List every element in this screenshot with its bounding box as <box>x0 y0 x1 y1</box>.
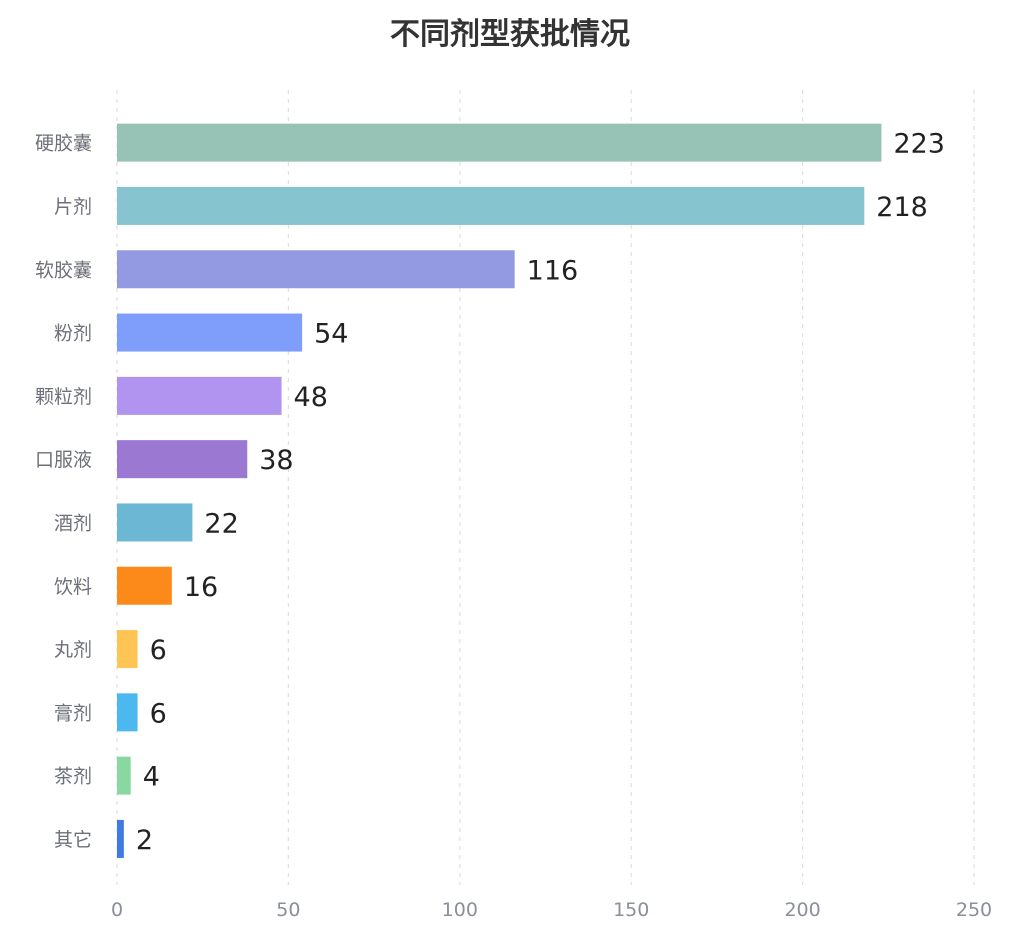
chart-title: 不同剂型获批情况 <box>390 17 630 52</box>
bar-3[interactable] <box>117 313 303 352</box>
category-label: 膏剂 <box>54 701 92 724</box>
data-label: 116 <box>527 255 579 286</box>
x-tick-label: 50 <box>276 899 300 921</box>
x-tick-label: 200 <box>784 899 820 921</box>
grid <box>116 90 975 885</box>
data-label: 16 <box>184 572 218 603</box>
x-tick-label: 150 <box>613 899 649 921</box>
category-label: 口服液 <box>35 449 92 471</box>
data-label: 223 <box>893 129 945 160</box>
data-label: 2 <box>136 825 153 856</box>
x-tick-label: 100 <box>442 899 478 921</box>
data-label: 4 <box>143 762 160 793</box>
data-label: 218 <box>876 192 928 223</box>
bar-11[interactable] <box>117 819 124 858</box>
bar-5[interactable] <box>117 440 248 479</box>
x-tick-label: 0 <box>111 899 123 921</box>
bar-9[interactable] <box>117 693 138 732</box>
bars <box>117 123 882 858</box>
bar-1[interactable] <box>117 186 865 225</box>
data-label: 38 <box>259 445 293 476</box>
data-label: 22 <box>204 508 238 539</box>
category-label: 粉剂 <box>54 323 92 345</box>
category-label: 酒剂 <box>54 512 92 534</box>
bar-0[interactable] <box>117 123 882 162</box>
data-label: 6 <box>150 698 167 729</box>
bar-8[interactable] <box>117 630 138 669</box>
data-labels: 223 218 116 54 48 38 22 16 6 6 4 2 <box>136 129 945 856</box>
category-label: 颗粒剂 <box>35 386 92 408</box>
category-label: 饮料 <box>54 576 92 598</box>
category-label: 片剂 <box>54 196 92 218</box>
bar-7[interactable] <box>117 566 172 605</box>
category-label: 茶剂 <box>54 766 92 788</box>
bar-4[interactable] <box>117 376 282 415</box>
data-label: 48 <box>294 382 328 413</box>
bar-10[interactable] <box>117 756 131 795</box>
bar-2[interactable] <box>117 250 515 289</box>
bar-6[interactable] <box>117 503 193 542</box>
category-label: 硬胶囊 <box>35 133 92 155</box>
category-label: 其它 <box>54 829 92 851</box>
data-label: 54 <box>314 319 348 350</box>
data-label: 6 <box>150 635 167 666</box>
category-label: 丸剂 <box>54 639 92 661</box>
x-tick-label: 250 <box>956 899 992 921</box>
value-axis: 0 50 100 150 200 250 <box>111 899 992 921</box>
category-label: 软胶囊 <box>35 259 92 281</box>
